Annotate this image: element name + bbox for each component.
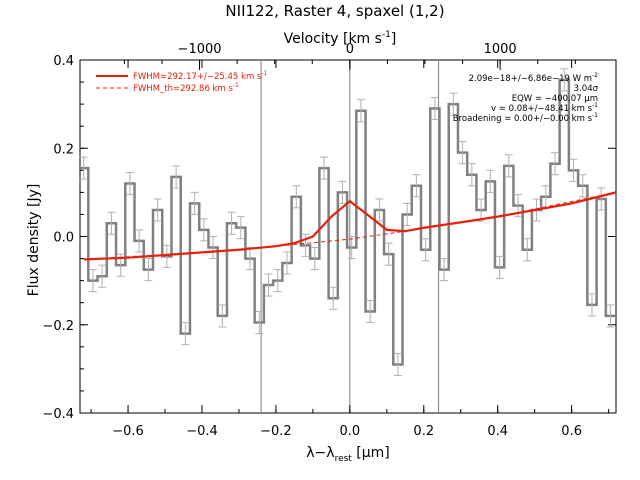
y-tick-label: −0.2	[42, 319, 74, 334]
top-tick-label: −1000	[178, 42, 222, 57]
top-axis-label-sup: -1	[382, 30, 391, 40]
top-axis-label-text: Velocity [km s	[284, 31, 382, 47]
series-layer	[79, 68, 617, 376]
y-tick-label: 0.0	[53, 231, 74, 246]
x-axis-label: λ−λrest [μm]	[306, 445, 390, 464]
legend-label: FWHM_th=292.86 km s-1	[133, 82, 239, 94]
annotation-text: Broadening = 0.00+/−0.00 km s-1	[453, 112, 598, 124]
y-tick-label: −0.4	[42, 407, 74, 422]
annotation-text: 3.04σ	[574, 84, 599, 94]
x-tick-label: −0.4	[186, 424, 218, 439]
x-tick-label: −0.6	[112, 424, 144, 439]
top-axis-label: Velocity [km s-1]	[284, 30, 397, 47]
annotation-text: v = 0.08+/−48.41 km s-1	[491, 102, 598, 114]
x-tick-label: 0.4	[487, 424, 508, 439]
top-tick-label: 1000	[484, 42, 517, 57]
chart-title: NII122, Raster 4, spaxel (1,2)	[225, 2, 444, 20]
x-tick-label: 0.6	[561, 424, 582, 439]
legend: FWHM=292.17+/−25.45 km s-1FWHM_th=292.86…	[96, 70, 268, 94]
baseline-dashed-line	[83, 191, 617, 260]
annotation-text: EQW = −400.07 μm	[512, 94, 598, 104]
top-axis-ticks: −1000 0 1000	[123, 42, 576, 70]
annotation-text: 2.09e−18+/−6.86e−19 W m-2	[469, 72, 599, 84]
svg-text:λ−λrest [μm]: λ−λrest [μm]	[306, 445, 390, 464]
top-tick-label: 0	[346, 42, 354, 57]
x-axis-label-text: λ−λ	[306, 445, 334, 461]
x-tick-label: −0.2	[260, 424, 292, 439]
y-tick-label: 0.4	[53, 54, 74, 69]
x-tick-label: 0.2	[413, 424, 434, 439]
y-tick-label: 0.2	[53, 142, 74, 157]
bottom-axis-ticks: −0.6 −0.4 −0.2 0.0 0.2 0.4 0.6	[90, 60, 610, 439]
spectrum-step-line	[80, 78, 616, 366]
x-axis-label-sub: rest	[335, 454, 353, 464]
x-tick-label: 0.0	[340, 424, 361, 439]
top-axis-label-end: ]	[391, 31, 396, 47]
svg-text:Velocity [km s-1]: Velocity [km s-1]	[284, 30, 397, 47]
left-axis-ticks: −0.4 −0.2 0.0 0.2 0.4	[42, 54, 616, 422]
y-axis-label: Flux density [Jy]	[26, 184, 42, 297]
legend-label: FWHM=292.17+/−25.45 km s-1	[133, 70, 268, 82]
x-axis-label-unit: [μm]	[352, 445, 390, 461]
